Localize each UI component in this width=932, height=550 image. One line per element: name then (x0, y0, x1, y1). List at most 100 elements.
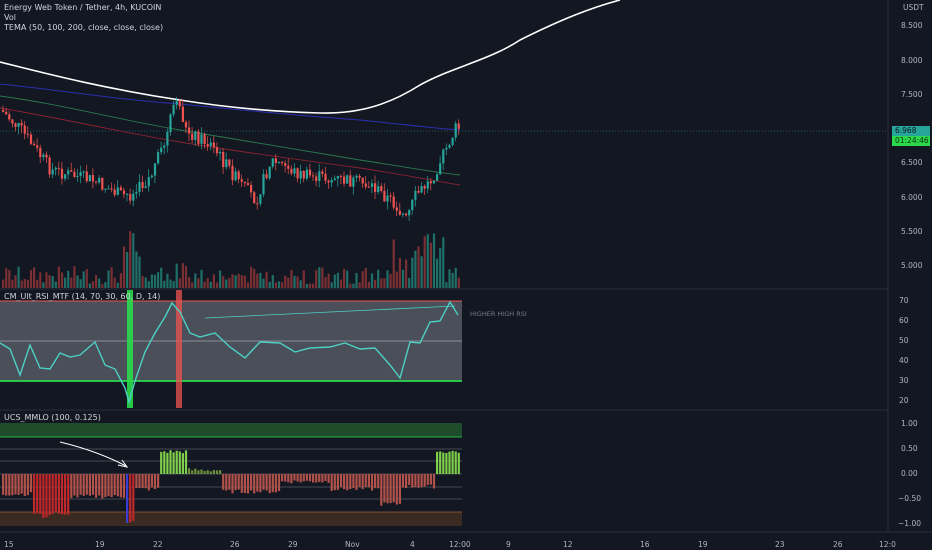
mmlo-bar (129, 474, 132, 523)
volume-bar (95, 275, 98, 288)
volume-bar (277, 281, 281, 288)
candle-body (178, 100, 181, 107)
candle-body (79, 172, 82, 176)
candle-body (132, 193, 135, 201)
volume-bar (265, 271, 268, 288)
mmlo-upper-zone (0, 423, 462, 437)
candle-body (163, 145, 166, 148)
volume-bar (206, 277, 209, 288)
mmlo-bar (157, 474, 160, 488)
volume-bar (150, 274, 153, 288)
volume-bar (324, 277, 327, 288)
mmlo-bar (426, 474, 429, 485)
volume-bar (169, 279, 172, 288)
rsi-tick-40: 40 (899, 356, 909, 365)
candle-body (401, 213, 405, 215)
mmlo-bar (64, 474, 67, 515)
mmlo-bar (98, 474, 101, 496)
volume-bar (243, 275, 246, 288)
candle-body (157, 152, 160, 164)
volume-bar (5, 268, 8, 288)
mmlo-bar (336, 474, 339, 490)
candle-body (209, 142, 212, 146)
tema-50-line (0, 95, 461, 176)
candle-body (290, 168, 293, 174)
volume-bar (104, 282, 107, 288)
mmlo-bar (172, 452, 175, 474)
mmlo-bar (302, 474, 305, 482)
volume-bar (11, 279, 14, 288)
time-tick: 12:0 (879, 540, 896, 549)
candle-body (405, 213, 408, 216)
volume-bar (88, 283, 91, 288)
higher-high-rsi-annotation: HIGHER HIGH RSI (470, 310, 527, 318)
mmlo-bar (135, 474, 138, 489)
candle-body (281, 161, 284, 164)
candle-body (305, 169, 308, 179)
volume-bar (234, 275, 237, 288)
volume-bar (57, 266, 60, 288)
candle-body (57, 167, 60, 169)
volume-bar (398, 257, 401, 288)
mmlo-bar (237, 474, 240, 490)
volume-bar (256, 273, 259, 288)
mmlo-bar (392, 474, 395, 503)
mmlo-bar (442, 452, 445, 474)
mmlo-bar (411, 474, 414, 488)
mmlo-bar (429, 474, 432, 485)
volume-bar (383, 278, 386, 288)
candle-body (144, 186, 147, 188)
mmlo-bar (358, 474, 361, 488)
candle-body (343, 176, 346, 184)
mmlo-bar (144, 474, 147, 489)
candle-body (352, 177, 355, 187)
mmlo-bar (343, 474, 346, 490)
candle-body (355, 175, 358, 178)
candle-body (95, 181, 98, 183)
candle-body (2, 110, 5, 112)
volume-bar (408, 277, 411, 288)
candle-body (293, 168, 296, 174)
mmlo-bar (377, 474, 380, 489)
candlestick-series (2, 96, 460, 221)
candle-body (203, 134, 206, 145)
volume-bar (23, 278, 26, 288)
rsi-tick-70: 70 (899, 296, 909, 305)
volume-bar (231, 274, 234, 288)
candle-body (54, 167, 57, 170)
volume-bar (451, 272, 454, 288)
mmlo-bar (70, 474, 73, 499)
volume-bar (163, 280, 166, 288)
drawn-arrow-curve (59, 441, 127, 467)
volume-bar (346, 270, 349, 288)
volume-bar (339, 279, 343, 288)
candle-body (265, 174, 268, 179)
price-tick-5500: 5.500 (901, 227, 923, 236)
volume-bar (51, 276, 54, 288)
mmlo-bar (265, 474, 268, 491)
candle-body (194, 131, 197, 140)
candle-body (42, 154, 45, 158)
candle-body (296, 168, 299, 179)
volume-legend[interactable]: Vol (4, 13, 16, 22)
candle-body (395, 207, 398, 211)
mmlo-bar (262, 474, 265, 490)
tema-legend[interactable]: TEMA (50, 100, 200, close, close, close) (4, 23, 164, 32)
mmlo-legend[interactable]: UCS_MMLO (100, 0.125) (4, 413, 101, 422)
symbol-legend[interactable]: Energy Web Token / Tether, 4h, KUCOIN (4, 3, 162, 12)
candle-body (234, 171, 237, 181)
candle-body (442, 149, 445, 164)
rsi-legend[interactable]: CM_Ult_RSI_MTF (14, 70, 30, 60, D, 14) (4, 292, 161, 301)
candle-body (200, 134, 203, 144)
volume-bar (246, 282, 250, 288)
time-tick: 19 (95, 540, 105, 549)
candle-body (98, 177, 101, 183)
volume-bar (70, 277, 73, 288)
mmlo-bar (107, 474, 110, 497)
volume-bar (377, 269, 380, 288)
mmlo-bar (104, 474, 107, 498)
candle-body (153, 163, 157, 176)
candle-body (51, 169, 54, 175)
